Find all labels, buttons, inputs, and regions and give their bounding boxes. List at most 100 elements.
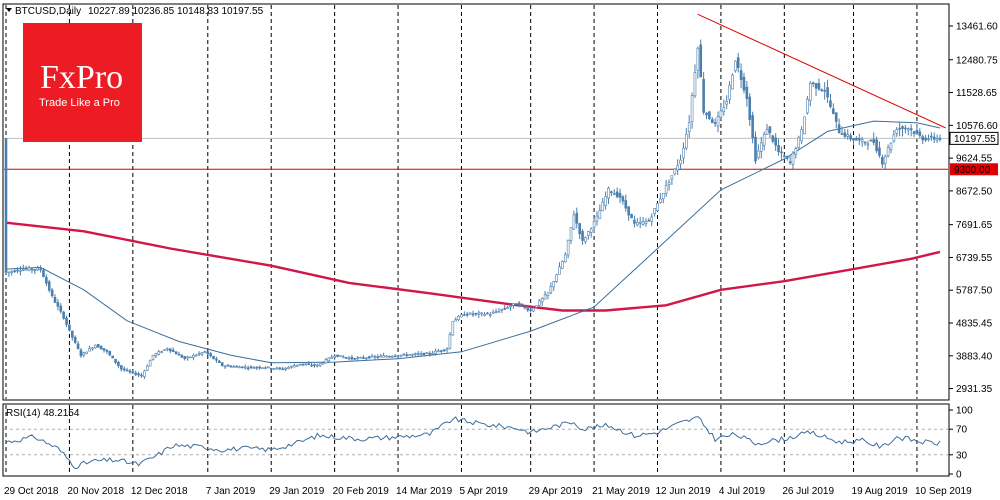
price-tick-label-11: 2931.35 bbox=[956, 384, 993, 395]
candle-body bbox=[362, 357, 365, 359]
candle-body bbox=[777, 145, 780, 153]
price-pane[interactable] bbox=[2, 3, 950, 401]
candle-body bbox=[676, 165, 679, 171]
candle-body bbox=[661, 193, 665, 200]
candle-body bbox=[347, 357, 351, 360]
candle-body bbox=[215, 358, 218, 361]
candle-body bbox=[218, 360, 221, 363]
candle-body bbox=[186, 356, 189, 359]
candle-body bbox=[460, 314, 463, 318]
candle-body bbox=[739, 70, 743, 81]
candle-body bbox=[376, 356, 380, 358]
candle-body bbox=[558, 266, 561, 275]
rsi-pane[interactable] bbox=[2, 403, 950, 477]
candle-body bbox=[437, 350, 440, 353]
candle-body bbox=[500, 308, 504, 311]
candle-body bbox=[598, 210, 602, 219]
candle-body bbox=[13, 270, 16, 273]
rsi-tick-label-2: 30 bbox=[956, 450, 968, 461]
candle-body bbox=[780, 151, 783, 154]
candle-body bbox=[454, 319, 458, 322]
candle-body bbox=[408, 354, 411, 356]
candle-body bbox=[840, 133, 844, 135]
candle-body bbox=[886, 147, 890, 157]
dropdown-triangle-icon[interactable] bbox=[6, 8, 12, 12]
candle-body bbox=[604, 196, 607, 206]
candle-body bbox=[365, 357, 368, 360]
candle-body bbox=[166, 348, 169, 351]
x-tick-label-6: 14 Mar 2019 bbox=[396, 486, 453, 497]
candle-body bbox=[290, 365, 293, 368]
candle-body bbox=[734, 60, 737, 72]
candle-body bbox=[713, 122, 717, 124]
trendline[interactable] bbox=[697, 13, 946, 129]
ohlc-values: 10227.89 10236.85 10148.83 10197.55 bbox=[88, 6, 264, 17]
candle-body bbox=[128, 370, 132, 373]
candle-body bbox=[759, 142, 763, 152]
candle-body bbox=[820, 89, 824, 91]
candle-body bbox=[768, 126, 772, 134]
price-tick-label-1: 12480.75 bbox=[956, 55, 998, 66]
candle-body bbox=[272, 368, 276, 370]
candle-body bbox=[506, 307, 509, 309]
candle-body bbox=[748, 96, 752, 120]
candle-body bbox=[102, 348, 106, 351]
candle-body bbox=[892, 134, 896, 142]
candle-body bbox=[62, 311, 65, 319]
candle-body bbox=[341, 356, 345, 359]
candle-body bbox=[16, 269, 19, 272]
current-price-tag bbox=[949, 131, 999, 145]
candle-body bbox=[517, 302, 521, 307]
price-tick-label-4: 9624.55 bbox=[956, 154, 993, 165]
candle-body bbox=[174, 351, 178, 355]
candle-body bbox=[192, 355, 195, 358]
candle-body bbox=[431, 352, 434, 355]
candle-body bbox=[909, 128, 913, 131]
candle-body bbox=[538, 300, 541, 306]
candle-body bbox=[673, 168, 677, 175]
candle-body bbox=[523, 306, 527, 309]
candle-body bbox=[823, 90, 826, 92]
candle-body bbox=[555, 274, 558, 282]
x-tick-label-1: 20 Nov 2018 bbox=[67, 486, 124, 497]
candle-body bbox=[930, 135, 933, 138]
price-tick-label-6: 7691.65 bbox=[956, 220, 993, 231]
candle-body bbox=[206, 351, 210, 355]
candle-body bbox=[200, 352, 204, 355]
candle-body bbox=[30, 268, 34, 271]
candle-body bbox=[774, 137, 777, 146]
candle-body bbox=[918, 131, 922, 136]
candle-body bbox=[197, 353, 201, 355]
candle-body bbox=[912, 131, 916, 134]
candle-body bbox=[855, 137, 858, 141]
candle-body bbox=[122, 368, 126, 371]
candle-body bbox=[878, 147, 881, 156]
candle-body bbox=[367, 356, 371, 359]
rsi-label: RSI(14) 48.2154 bbox=[6, 408, 80, 419]
candle-body bbox=[656, 203, 659, 212]
current-price-label: 10197.55 bbox=[954, 134, 996, 145]
x-tick-label-4: 29 Jan 2019 bbox=[269, 486, 324, 497]
candle-body bbox=[120, 365, 123, 370]
price-tick-label-10: 3883.40 bbox=[956, 351, 993, 362]
candle-body bbox=[255, 366, 259, 369]
candle-body bbox=[85, 351, 89, 355]
candle-body bbox=[615, 191, 619, 198]
candle-body bbox=[137, 373, 140, 376]
candle-body bbox=[287, 366, 290, 370]
candle-body bbox=[114, 358, 117, 363]
ma-slow-line bbox=[5, 221, 941, 312]
candle-body bbox=[514, 303, 518, 305]
candle-body bbox=[872, 139, 875, 143]
candle-body bbox=[163, 349, 166, 351]
candle-body bbox=[229, 365, 233, 368]
candle-body bbox=[295, 364, 299, 367]
candle-body bbox=[788, 161, 792, 163]
candle-body bbox=[757, 150, 760, 158]
candle-body bbox=[393, 355, 397, 358]
candle-body bbox=[474, 312, 478, 315]
candle-body bbox=[817, 83, 821, 90]
rsi-tick-label-1: 70 bbox=[956, 425, 968, 436]
candle-body bbox=[370, 355, 374, 358]
